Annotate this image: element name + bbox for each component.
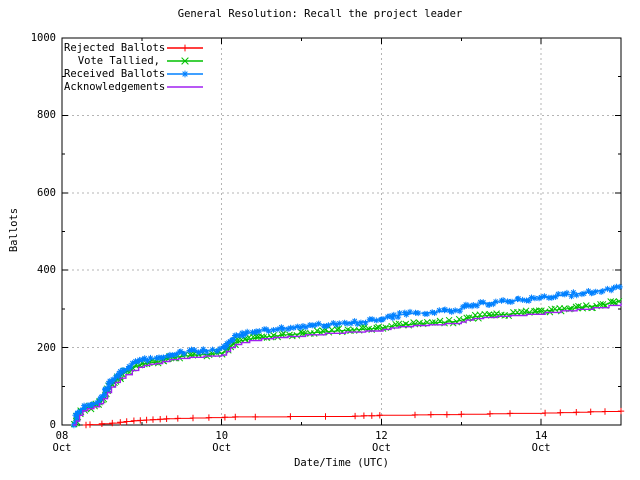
x-tick-label-month: Oct — [371, 442, 391, 454]
y-tick-label: 0 — [49, 419, 56, 431]
legend-item-vote-tallied: Vote Tallied, — [64, 54, 205, 67]
y-tick-label: 600 — [37, 186, 56, 199]
y-tick-label: 400 — [37, 264, 56, 277]
legend-label: Received Ballots — [64, 67, 166, 80]
x-tick-label-day: 08 — [55, 430, 69, 442]
legend-item-rejected-ballots: Rejected Ballots — [64, 41, 205, 54]
x-tick-label-day: 10 — [215, 430, 229, 442]
legend-sample-acknowledgements-icon — [167, 85, 203, 88]
legend-sample-rejected-ballots-icon — [167, 44, 203, 51]
y-tick-label: 800 — [37, 109, 56, 122]
legend-label: Vote Tallied, — [77, 54, 160, 67]
y-tick-label: 1000 — [30, 32, 56, 44]
x-tick-label-day: 14 — [534, 430, 548, 442]
legend-sample-received-ballots-icon — [167, 70, 203, 77]
chart-title: General Resolution: Recall the project l… — [177, 8, 463, 20]
legend-sample-vote-tallied-icon — [167, 56, 203, 65]
x-axis-title: Date/Time (UTC) — [294, 457, 389, 469]
x-tick-label-month: Oct — [212, 442, 232, 454]
x-tick-label-month: Oct — [52, 442, 72, 454]
legend-item-received-ballots: Received Ballots — [64, 67, 205, 80]
legend-item-acknowledgements: Acknowledgements — [64, 80, 205, 93]
x-tick-label-month: Oct — [531, 442, 551, 454]
y-tick-label: 200 — [37, 341, 56, 354]
legend: Rejected Ballots Vote Tallied, Received … — [64, 41, 205, 93]
legend-label: Acknowledgements — [64, 80, 166, 93]
legend-label: Rejected Ballots — [64, 41, 166, 54]
x-tick-label-day: 12 — [375, 430, 388, 442]
